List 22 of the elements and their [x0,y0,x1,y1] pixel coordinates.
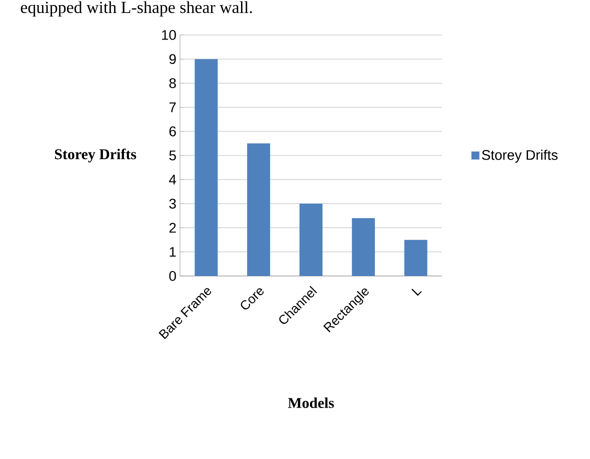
bar [300,204,323,276]
y-tick-label: 10 [162,30,176,40]
bar [352,218,375,276]
y-tick-label: 9 [169,54,176,64]
x-tick-label: L [411,288,422,296]
bar [194,59,218,276]
y-tick-label: 6 [169,126,176,136]
y-tick-label: 5 [169,150,176,160]
legend-label: Storey Drifts [482,150,558,163]
y-tick-label: 7 [169,102,176,112]
y-axis-title: Storey Drifts [54,148,136,162]
x-axis-title: Models [288,398,334,408]
x-tick-label: Core [240,288,264,310]
y-tick-label: 0 [169,271,176,281]
y-tick-label: 8 [169,78,176,88]
y-tick-label: 1 [170,247,176,257]
y-tick-label: 3 [169,198,176,209]
bar [404,240,428,276]
y-tick-label: 4 [169,174,176,184]
text: equipped with L-shape shear wall. [20,1,252,17]
y-tick-label: 2 [169,222,176,233]
bar [247,143,270,276]
